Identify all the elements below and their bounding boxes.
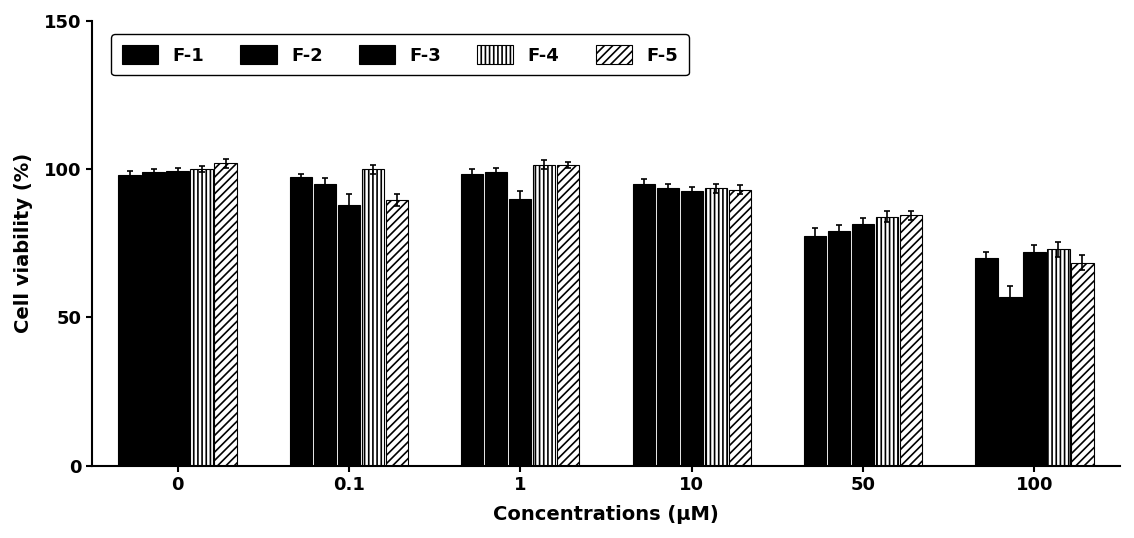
Bar [704, 188, 727, 465]
Bar [191, 169, 213, 465]
Bar [975, 258, 998, 465]
Bar [1023, 252, 1046, 465]
Bar [118, 175, 141, 465]
Bar [852, 224, 874, 465]
Bar [167, 171, 188, 465]
Bar [386, 200, 408, 465]
Bar [143, 172, 164, 465]
Bar [314, 184, 336, 465]
Bar [557, 165, 579, 465]
Bar [900, 215, 922, 465]
X-axis label: Concentrations (μM): Concentrations (μM) [493, 505, 719, 524]
Bar [338, 204, 361, 465]
Bar [362, 169, 384, 465]
Bar [485, 172, 508, 465]
Bar [633, 184, 654, 465]
Y-axis label: Cell viability (%): Cell viability (%) [14, 153, 33, 334]
Bar [657, 188, 679, 465]
Legend: F-1, F-2, F-3, F-4, F-5: F-1, F-2, F-3, F-4, F-5 [111, 34, 688, 75]
Bar [999, 296, 1022, 465]
Bar [875, 217, 898, 465]
Bar [804, 236, 827, 465]
Bar [680, 192, 703, 465]
Bar [1072, 263, 1093, 465]
Bar [509, 199, 532, 465]
Bar [728, 190, 751, 465]
Bar [462, 174, 483, 465]
Bar [1048, 249, 1069, 465]
Bar [290, 176, 312, 465]
Bar [828, 231, 850, 465]
Bar [533, 165, 556, 465]
Bar [214, 163, 237, 465]
